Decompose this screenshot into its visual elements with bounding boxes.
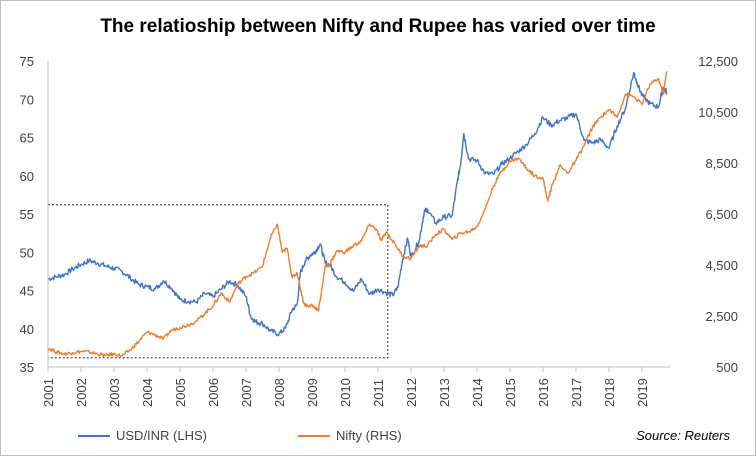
right-tick-label: 6,500 <box>705 207 738 222</box>
legend-usdinr: USD/INR (LHS) <box>78 428 207 443</box>
left-tick-label: 50 <box>20 245 34 260</box>
chart-title: The relatioship between Nifty and Rupee … <box>100 16 656 37</box>
right-tick-label: 500 <box>716 360 738 375</box>
series-line-usdinr <box>47 71 668 337</box>
right-tick-label: 8,500 <box>705 156 738 171</box>
left-tick-label: 35 <box>20 360 34 375</box>
x-tick-label: 2009 <box>305 378 320 407</box>
right-tick-label: 12,500 <box>698 54 738 69</box>
x-tick-label: 2019 <box>635 378 650 407</box>
x-tick-label: 2004 <box>140 378 155 407</box>
x-tick-label: 2010 <box>338 378 353 407</box>
x-tick-label: 2006 <box>206 378 221 407</box>
x-tick-label: 2014 <box>470 378 485 407</box>
x-tick-label: 2016 <box>536 378 551 407</box>
x-axis-ticks: 2001 2002 2003 2004 2005 2006 2007 2008 2009 2010… <box>41 367 650 407</box>
left-axis-ticks: 35 40 45 50 55 60 65 70 75 <box>20 54 34 375</box>
legend-usdinr-label: USD/INR (LHS) <box>116 428 208 443</box>
x-tick-label: 2017 <box>569 378 584 407</box>
axes <box>47 61 670 368</box>
left-tick-label: 70 <box>20 92 34 107</box>
x-tick-label: 2005 <box>173 378 188 407</box>
x-tick-label: 2003 <box>107 378 122 407</box>
source-note: Source: Reuters <box>636 428 730 443</box>
left-tick-label: 45 <box>20 284 34 299</box>
series-layer <box>47 71 668 358</box>
x-tick-label: 2012 <box>404 378 419 407</box>
left-tick-label: 40 <box>20 322 34 337</box>
right-tick-label: 4,500 <box>705 258 738 273</box>
x-tick-label: 2001 <box>41 378 56 407</box>
x-tick-label: 2013 <box>437 378 452 407</box>
series-line-nifty <box>47 71 668 358</box>
right-axis-ticks: 500 2,500 4,500 6,500 8,500 10,500 12,500 <box>698 54 738 375</box>
right-tick-label: 10,500 <box>698 105 738 120</box>
x-tick-label: 2007 <box>239 378 254 407</box>
x-tick-label: 2018 <box>602 378 617 407</box>
legend-nifty: Nifty (RHS) <box>298 428 402 443</box>
legend-nifty-label: Nifty (RHS) <box>336 428 402 443</box>
x-tick-label: 2011 <box>371 379 386 407</box>
left-tick-label: 75 <box>20 54 34 69</box>
legend-nifty-swatch <box>298 434 330 437</box>
left-tick-label: 60 <box>20 169 34 184</box>
left-tick-label: 55 <box>20 207 34 222</box>
left-tick-label: 65 <box>20 131 34 146</box>
x-tick-label: 2002 <box>74 378 89 407</box>
x-tick-label: 2015 <box>503 378 518 407</box>
legend-usdinr-swatch <box>78 434 110 437</box>
right-tick-label: 2,500 <box>705 309 738 324</box>
x-tick-label: 2008 <box>272 378 287 407</box>
highlight-box <box>47 204 389 359</box>
